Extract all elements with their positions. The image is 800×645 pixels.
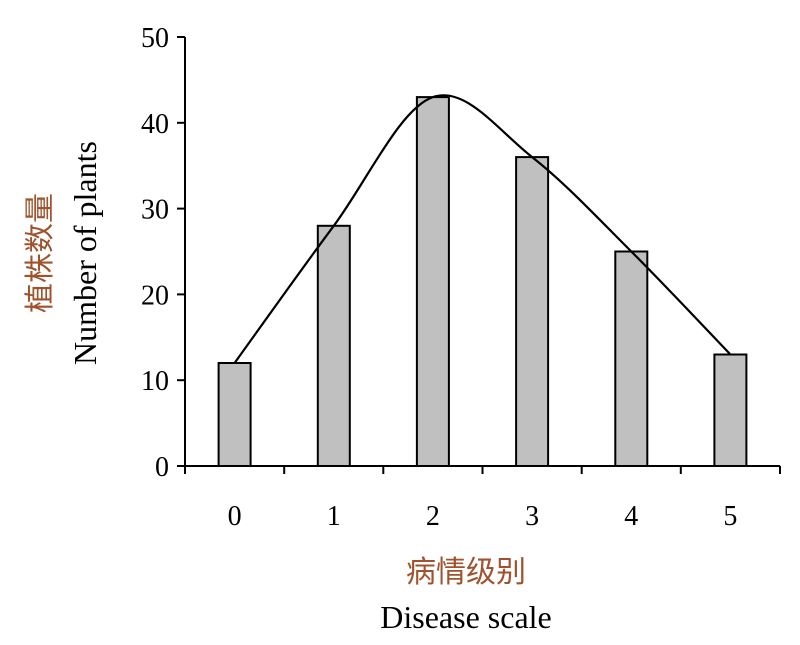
bar-5 — [713, 353, 748, 467]
x-axis-label-zh: 病情级别 — [406, 556, 526, 589]
bar-2 — [415, 96, 450, 467]
fit-curve — [233, 94, 732, 364]
y-tick-label: 50 — [141, 23, 169, 54]
x-tick-label: 1 — [327, 501, 341, 532]
x-tick-label: 0 — [228, 501, 242, 532]
y-tick-label: 40 — [141, 109, 169, 140]
x-tick-label: 4 — [624, 501, 638, 532]
x-ticks-layer: 0 1 2 3 4 5 — [184, 466, 781, 532]
y-tick-label: 20 — [141, 280, 169, 311]
y-tick-label: 30 — [141, 195, 169, 226]
bars-layer — [217, 96, 748, 467]
y-axis-label: Number of plants — [67, 141, 103, 365]
y-tick-label: 10 — [141, 366, 169, 397]
y-tick-label: 0 — [155, 452, 169, 483]
bar-3 — [515, 156, 550, 467]
x-tick-label: 2 — [426, 501, 440, 532]
x-tick-label: 5 — [723, 501, 737, 532]
y-axis-label-zh: 植株数量 — [24, 193, 57, 313]
bar-4 — [614, 250, 649, 467]
x-axis-label: Disease scale — [380, 599, 551, 635]
y-ticks-layer: 0 10 20 30 40 50 — [141, 23, 185, 483]
x-tick-label: 3 — [525, 501, 539, 532]
axes-layer — [184, 37, 780, 467]
bar-1 — [316, 224, 351, 467]
bar-0 — [217, 362, 252, 467]
